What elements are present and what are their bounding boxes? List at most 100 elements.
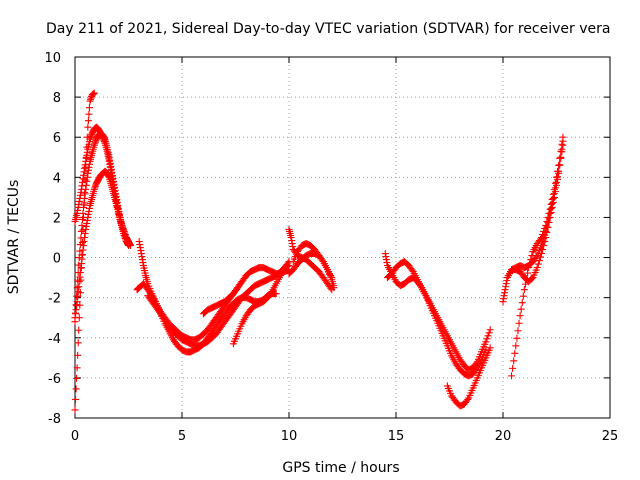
data-point [72,301,80,309]
series-track-l [289,240,338,292]
x-tick-label: 0 [71,429,79,444]
data-point [534,260,542,268]
data-point [557,147,565,155]
data-point [76,247,84,255]
data-point [517,305,525,313]
data-point [511,349,519,357]
data-point [515,319,523,327]
data-point [539,230,547,238]
data-point [553,173,560,181]
data-point [127,242,135,250]
data-point [78,215,86,223]
data-point [74,269,82,277]
data-point [84,123,92,131]
y-tick-label: -6 [48,372,61,387]
data-point [84,117,92,125]
data-point [486,344,494,352]
data-point [528,252,536,260]
data-point [520,286,528,294]
data-point [536,235,544,243]
data-point [535,257,543,265]
data-point [550,185,558,193]
data-point [85,110,93,118]
data-point [122,238,130,246]
data-point [541,224,549,232]
data-point [85,104,93,112]
data-point [557,153,565,161]
data-point [90,89,98,97]
y-tick-label: 4 [53,171,61,186]
grid-lines [75,57,610,418]
data-point [516,312,524,320]
y-tick-label: -2 [48,292,61,307]
y-axis-label: SDTVAR / TECUs [6,180,22,295]
data-point [519,292,527,300]
data-point [523,275,531,283]
series-track-i [229,258,293,348]
data-point [512,342,520,350]
x-axis-label: GPS time / hours [282,460,399,476]
data-point [464,395,472,403]
data-point [77,227,85,235]
y-tick-label: 6 [53,131,61,146]
y-tick-label: -8 [48,412,61,427]
data-point [546,205,554,213]
data-point [510,357,518,365]
data-point [72,309,80,317]
data-point [73,284,81,292]
series-track-n [383,258,490,380]
data-point [508,372,516,380]
data-point [545,209,553,217]
y-tick-label: -4 [48,332,61,347]
data-point [482,338,490,346]
series-track-d [71,129,130,326]
x-tick-label: 20 [495,429,512,444]
data-point [74,339,82,347]
data-point [79,209,87,217]
data-point [77,234,85,242]
y-tick-label: 10 [44,51,61,66]
y-tick-label: 2 [53,211,61,226]
data-point [559,133,567,141]
data-point [71,406,79,414]
data-point [533,264,541,272]
data-point [75,261,83,269]
data-point [518,299,526,307]
data-point [526,260,534,268]
data-point [484,332,492,340]
data-point [485,329,493,337]
data-point [539,246,547,254]
data-point [284,259,292,267]
data-point [527,256,535,264]
data-point [547,200,555,208]
data-point [486,326,494,334]
data-point [538,250,546,258]
data-point [513,334,521,342]
data-point [71,318,79,326]
data-point [556,154,564,162]
data-point [540,227,548,235]
data-point [318,256,326,264]
plot-frame [74,56,611,419]
data-point [74,276,82,284]
data-point [72,395,80,403]
data-point [558,140,566,148]
data-point [536,253,544,261]
data-point [408,266,416,274]
x-tick-label: 15 [388,429,405,444]
y-tick-label: 8 [53,91,61,106]
data-point [483,335,491,343]
data-point [509,364,517,372]
data-point [472,365,480,373]
data-point [78,221,86,229]
data-point [551,179,559,187]
y-tick-labels: -8 -6 -4 -2 0 2 4 6 8 10 [44,51,61,427]
data-point [549,190,557,198]
x-tick-labels: 0 5 10 15 20 25 [71,429,618,444]
data-point [76,241,84,249]
x-tick-label: 10 [281,429,298,444]
data-point [538,234,546,241]
data-point [73,374,81,382]
data-point [521,280,529,288]
chart-title: Day 211 of 2021, Sidereal Day-to-day VTE… [46,21,610,37]
